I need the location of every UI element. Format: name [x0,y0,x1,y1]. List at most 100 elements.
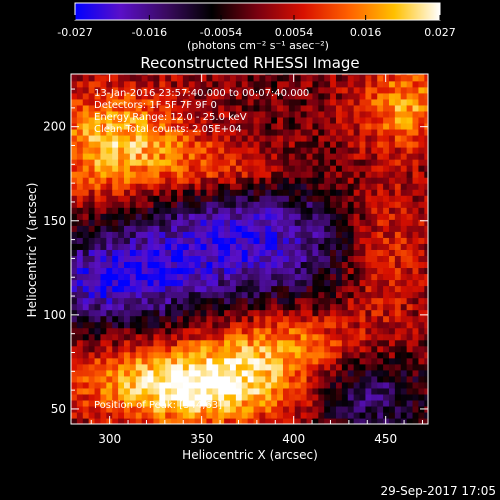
heatmap-cell [335,249,343,256]
heatmap-cell [94,183,102,190]
heatmap-cell [124,74,131,76]
heatmap-cell [177,327,184,335]
heatmap-cell [353,357,361,365]
heatmap-cell [377,399,384,407]
heatmap-cell [112,183,119,190]
heatmap-cell [288,327,296,335]
heatmap-cell [188,243,196,250]
heatmap-cell [330,183,337,190]
heatmap-cell [347,375,355,383]
heatmap-cell [82,267,90,275]
heatmap-cell [188,411,196,419]
heatmap-cell [394,116,402,124]
heatmap-cell [359,369,367,377]
heatmap-cell [206,128,213,136]
heatmap-cell [365,207,372,214]
heatmap-cell [206,333,213,341]
heatmap-cell [400,285,408,293]
heatmap-cell [394,339,402,347]
heatmap-cell [135,261,143,269]
heatmap-cell [206,255,213,263]
heatmap-cell [341,351,349,359]
heatmap-cell [141,165,149,172]
heatmap-cell [371,177,378,184]
heatmap-cell [141,116,149,124]
heatmap-cell [265,363,272,371]
heatmap-cell [388,285,396,293]
heatmap-cell [171,165,178,172]
heatmap-cell [71,267,78,275]
heatmap-cell [206,279,213,287]
heatmap-cell [88,153,96,160]
heatmap-cell [335,279,343,287]
heatmap-cell [200,387,208,395]
heatmap-cell [141,309,149,317]
heatmap-cell [206,285,213,293]
heatmap-cell [412,98,420,106]
heatmap-cell [235,171,243,178]
heatmap-cell [112,345,119,353]
heatmap-cell [294,303,302,311]
heatmap-cell [171,375,178,383]
heatmap-cell [224,165,231,172]
heatmap-cell [153,321,160,329]
heatmap-cell [206,207,213,214]
heatmap-cell [218,411,225,419]
heatmap-cell [194,411,202,419]
heatmap-cell [112,171,119,178]
heatmap-cell [94,86,102,94]
heatmap-cell [306,231,314,238]
heatmap-cell [194,213,202,220]
heatmap-cell [194,80,202,88]
heatmap-cell [71,393,78,401]
heatmap-cell [330,309,337,317]
heatmap-cell [318,237,325,244]
heatmap-cell [76,249,84,256]
heatmap-cell [112,303,119,311]
heatmap-cell [229,110,237,118]
heatmap-cell [153,134,160,142]
heatmap-cell [165,243,172,250]
heatmap-cell [406,171,414,178]
heatmap-cell [100,134,107,142]
heatmap-cell [359,171,367,178]
heatmap-cell [100,363,107,371]
heatmap-cell [153,357,160,365]
heatmap-cell [330,122,337,130]
heatmap-cell [229,309,237,317]
heatmap-cell [94,387,102,395]
heatmap-cell [112,189,119,196]
heatmap-cell [294,333,302,341]
heatmap-cell [282,98,290,106]
heatmap-cell [182,110,190,118]
heatmap-cell [259,237,266,244]
heatmap-cell [353,177,361,184]
heatmap-cell [71,128,78,136]
heatmap-cell [188,267,196,275]
heatmap-cell [335,321,343,329]
heatmap-cell [424,273,428,281]
heatmap-cell [306,339,314,347]
heatmap-cell [188,183,196,190]
heatmap-cell [365,165,372,172]
heatmap-cell [300,86,308,94]
heatmap-cell [147,243,155,250]
heatmap-cell [383,201,390,208]
heatmap-cell [112,122,119,130]
heatmap-cell [247,291,255,299]
heatmap-cell [171,261,178,269]
heatmap-cell [94,255,102,263]
heatmap-cell [171,134,178,142]
heatmap-cell [171,273,178,281]
heatmap-cell [88,134,96,142]
heatmap-cell [124,153,131,160]
heatmap-cell [94,393,102,401]
heatmap-cell [235,92,243,100]
heatmap-cell [324,177,331,184]
heatmap-cell [371,207,378,214]
heatmap-cell [141,207,149,214]
heatmap-cell [235,405,243,413]
heatmap-cell [300,116,308,124]
heatmap-cell [424,369,428,377]
heatmap-cell [271,339,278,347]
